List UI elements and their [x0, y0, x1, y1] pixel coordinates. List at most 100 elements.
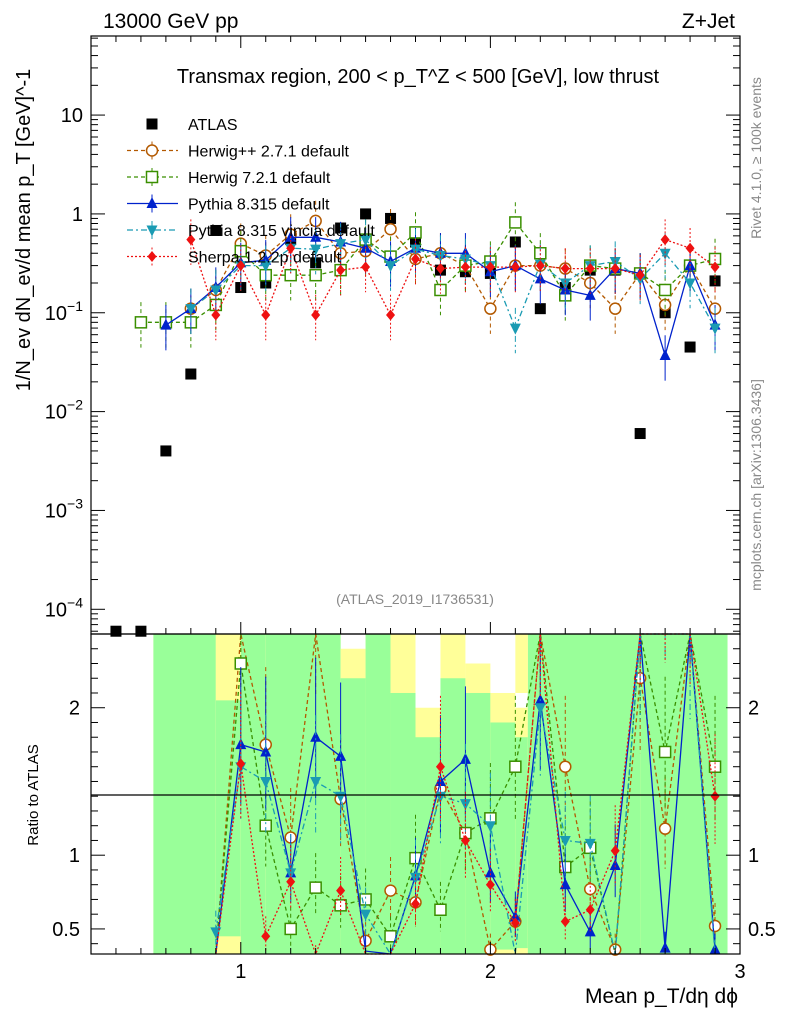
ratio-y-tick-label-right: 2	[748, 698, 759, 720]
band-inner-10	[490, 722, 516, 950]
ratio-point	[236, 758, 246, 770]
ratio-point	[510, 917, 520, 929]
ratio-point	[484, 866, 496, 878]
main-point	[509, 323, 521, 335]
x-tick-label: 1	[235, 961, 246, 983]
band-inner-7	[415, 737, 441, 954]
main-point	[484, 302, 497, 315]
ratio-series-4	[215, 633, 720, 956]
ratio-point	[309, 881, 322, 894]
main-point	[610, 263, 620, 275]
main-point	[560, 263, 570, 275]
main-point	[710, 261, 720, 273]
legend-entry-0: ATLAS	[146, 117, 238, 134]
main-point	[385, 261, 397, 273]
band-inner-3	[265, 634, 341, 954]
ratio-point	[360, 909, 372, 921]
main-point	[559, 278, 571, 290]
ratio-point	[485, 879, 495, 891]
ratio-y-tick-label-right: 0.5	[748, 919, 776, 941]
y-tick-label: 10−2	[45, 397, 83, 424]
ratio-y-tick-label: 0.5	[52, 919, 80, 941]
main-point	[534, 303, 546, 315]
legend-label: Pythia 8.315 default	[188, 197, 330, 214]
main-point	[186, 234, 196, 246]
ratio-point	[658, 745, 672, 759]
main-point	[310, 230, 322, 242]
main-point	[660, 234, 670, 246]
main-point	[311, 309, 321, 321]
main-point	[709, 323, 721, 335]
legend-label: Herwig++ 2.7.1 default	[188, 144, 350, 161]
legend-marker	[146, 225, 158, 237]
x-axis-label: Mean p_T/dη dϕ	[585, 985, 738, 1008]
ratio-point	[411, 898, 420, 910]
ratio-y-tick-label: 2	[69, 698, 80, 720]
main-point	[608, 302, 622, 315]
main-point	[634, 428, 646, 440]
main-point	[185, 304, 197, 316]
chart-title: Transmax region, 200 < p_T^Z < 500 [GeV]…	[177, 66, 660, 88]
legend-marker	[146, 118, 158, 130]
legend-entry-3: Pythia 8.315 default	[127, 194, 330, 214]
ratio-series	[210, 633, 722, 956]
main-point	[659, 348, 671, 360]
legend-entry-4: Pythia 8.315 vincia default	[127, 221, 375, 240]
main-point	[386, 309, 396, 321]
ratio-point	[260, 745, 272, 757]
legend-marker	[146, 197, 158, 208]
ratio-point	[284, 922, 297, 936]
ratio-point	[260, 776, 272, 788]
main-point	[260, 261, 272, 273]
main-point	[310, 244, 322, 256]
ratio-point	[335, 749, 347, 761]
main-point	[211, 309, 221, 321]
main-point	[685, 242, 695, 254]
band-inner-6	[390, 692, 416, 954]
main-point	[335, 239, 347, 251]
main-point	[236, 260, 246, 272]
ratio-point	[435, 761, 445, 773]
band-inner-2	[240, 634, 266, 954]
main-point	[360, 208, 372, 220]
ratio-point	[460, 834, 470, 846]
main-point	[384, 222, 397, 236]
main-point	[509, 216, 522, 229]
ratio-point	[261, 930, 271, 942]
main-series-5	[186, 219, 720, 341]
ratio-point	[484, 821, 496, 833]
main-point	[509, 236, 521, 248]
ratio-y-tick-label: 1	[69, 845, 80, 867]
legend-entry-5: Sherpa 1.2.2p default	[127, 247, 342, 267]
band-inner-11	[515, 737, 528, 949]
main-point	[485, 261, 495, 273]
main-point	[134, 316, 148, 329]
y-tick-label: 10−3	[45, 495, 83, 522]
main-point	[286, 242, 296, 254]
x-tick-label: 3	[734, 961, 745, 983]
legend: ATLAS Herwig++ 2.7.1 default Herwig 7.2.1 …	[127, 117, 375, 267]
legend-label: ATLAS	[188, 117, 238, 134]
rivet-label: Rivet 4.1.0, ≥ 100k events	[748, 77, 764, 239]
ratio-point	[286, 876, 296, 888]
y-tick-label: 10−4	[45, 594, 83, 621]
ratio-point	[610, 845, 620, 857]
main-point	[185, 368, 197, 380]
ratio-point	[509, 760, 522, 773]
main-point	[336, 264, 346, 276]
main-point	[584, 288, 596, 300]
main-point	[160, 445, 172, 457]
ratio-point	[708, 919, 722, 933]
main-point	[535, 260, 545, 272]
ratio-point	[310, 776, 322, 788]
main-point	[410, 244, 421, 256]
ratio-point	[336, 885, 346, 897]
ratio-point	[659, 941, 671, 953]
main-point	[360, 235, 372, 247]
legend-entry-2: Herwig 7.2.1 default	[127, 168, 331, 187]
legend-label: Herwig 7.2.1 default	[188, 170, 331, 187]
y-tick-label: 10	[61, 105, 83, 127]
ratio-point	[609, 859, 621, 871]
ratio-point	[559, 760, 572, 773]
